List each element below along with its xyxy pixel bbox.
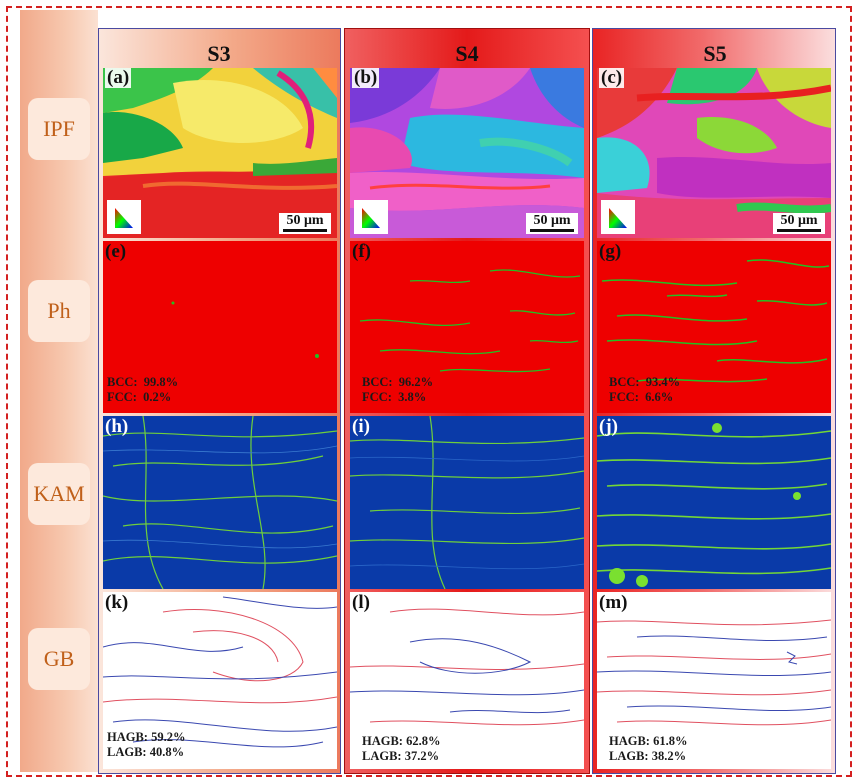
column-s3: S3 (a) 50 μm (98, 28, 341, 774)
ipf-color-key-triangle (354, 200, 388, 234)
hagb-fraction: HAGB: 61.8% (609, 734, 688, 748)
panel-label-l: (l) (352, 592, 370, 613)
phase-map-s4: (f) BCC: 96.2% FCC: 3.8% (350, 241, 584, 413)
gb-stats-s5: HAGB: 61.8% LAGB: 38.2% (609, 734, 687, 764)
lagb-fraction: LAGB: 37.2% (362, 749, 440, 763)
phase-stats-s5: BCC: 93.4% FCC: 6.6% (609, 375, 680, 405)
phase-map-s3: (e) BCC: 99.8% FCC: 0.2% (103, 241, 337, 413)
gb-stats-s4: HAGB: 62.8% LAGB: 37.2% (362, 734, 440, 764)
kam-map-s5: (j) (597, 416, 831, 589)
row-label-ph: Ph (28, 280, 90, 342)
ipf-map-s4: (b) 50 μm (350, 68, 584, 238)
column-title-s4: S4 (455, 41, 479, 66)
column-title-s5: S5 (703, 41, 727, 66)
panel-label-f: (f) (352, 241, 371, 262)
bcc-fraction: BCC: 93.4% (609, 375, 681, 389)
scale-bar-label: 50 μm (780, 213, 818, 228)
fcc-fraction: FCC: 3.8% (362, 390, 427, 404)
phase-stats-s4: BCC: 96.2% FCC: 3.8% (362, 375, 433, 405)
phase-stats-s3: BCC: 99.8% FCC: 0.2% (107, 375, 178, 405)
gb-map-s5: (m) HAGB: 61.8% LAGB: 38.2% (597, 592, 831, 769)
kam-map-s4: (i) (350, 416, 584, 589)
row-label-ipf: IPF (28, 98, 90, 160)
fcc-fraction: FCC: 0.2% (107, 390, 172, 404)
panel-label-k: (k) (105, 592, 129, 613)
figure-frame (6, 6, 852, 777)
panel-label-j: (j) (599, 416, 618, 437)
hagb-fraction: HAGB: 59.2% (107, 730, 186, 744)
panel-label-e: (e) (105, 241, 127, 262)
scale-bar-s3: 50 μm (279, 213, 331, 234)
phase-map-s5: (g) BCC: 93.4% FCC: 6.6% (597, 241, 831, 413)
bcc-fraction: BCC: 96.2% (362, 375, 434, 389)
panel-label-g: (g) (599, 241, 622, 262)
panel-label-m: (m) (599, 592, 628, 613)
panel-label-c: (c) (599, 68, 625, 88)
hagb-fraction: HAGB: 62.8% (362, 734, 441, 748)
panel-label-b: (b) (352, 68, 380, 88)
bcc-fraction: BCC: 99.8% (107, 375, 179, 389)
row-label-gb: GB (28, 628, 90, 690)
ipf-color-key-triangle (107, 200, 141, 234)
ipf-color-key-triangle (601, 200, 635, 234)
lagb-fraction: LAGB: 40.8% (107, 745, 185, 759)
gb-map-s3: (k) HAGB: 59.2% LAGB: 40.8% (103, 592, 337, 769)
column-s4: S4 (b) 50 μm (344, 28, 590, 774)
column-title-s3: S3 (207, 41, 231, 66)
ipf-map-s5: (c) 50 μm (597, 68, 831, 238)
fcc-fraction: FCC: 6.6% (609, 390, 674, 404)
gb-map-s4: (l) HAGB: 62.8% LAGB: 37.2% (350, 592, 584, 769)
scale-bar-s4: 50 μm (526, 213, 578, 234)
panel-label-a: (a) (105, 68, 132, 88)
scale-bar-label: 50 μm (533, 213, 571, 228)
panel-label-i: (i) (352, 416, 370, 437)
column-s5: S5 (c) 50 μm (592, 28, 836, 774)
lagb-fraction: LAGB: 38.2% (609, 749, 687, 763)
scale-bar-s5: 50 μm (773, 213, 825, 234)
gb-stats-s3: HAGB: 59.2% LAGB: 40.8% (107, 730, 185, 760)
row-label-kam: KAM (28, 463, 90, 525)
ipf-map-s3: (a) 50 μm (103, 68, 337, 238)
kam-map-s3: (h) (103, 416, 337, 589)
panel-label-h: (h) (105, 416, 129, 437)
scale-bar-label: 50 μm (286, 213, 324, 228)
